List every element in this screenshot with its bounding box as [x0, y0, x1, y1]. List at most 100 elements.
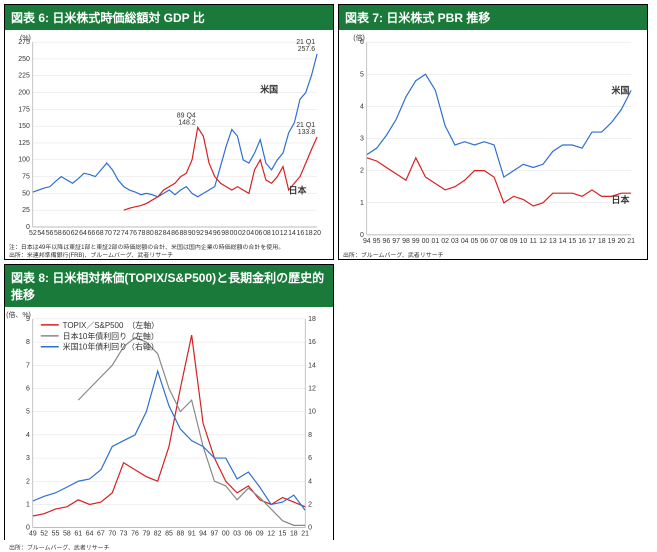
svg-text:19: 19: [608, 238, 616, 245]
svg-text:08: 08: [500, 238, 508, 245]
svg-text:4: 4: [308, 478, 312, 485]
svg-text:52: 52: [40, 531, 48, 538]
svg-text:00: 00: [230, 230, 238, 237]
svg-text:250: 250: [18, 56, 30, 63]
svg-text:06: 06: [245, 531, 253, 538]
svg-text:58: 58: [54, 230, 62, 237]
svg-text:21 Q1: 21 Q1: [296, 122, 315, 129]
svg-text:98: 98: [221, 230, 229, 237]
chart-panel-7: 図表 7: 日米株式 PBR 推移 0123456949596979899000…: [338, 4, 648, 260]
svg-text:85: 85: [165, 531, 173, 538]
svg-text:150: 150: [18, 123, 30, 130]
svg-text:14: 14: [308, 362, 316, 369]
svg-text:5: 5: [26, 409, 30, 416]
svg-text:62: 62: [71, 230, 79, 237]
svg-text:06: 06: [480, 238, 488, 245]
svg-text:96: 96: [213, 230, 221, 237]
chart-panel-8: 図表 8: 日米相対株価(TOPIX/S&P500)と長期金利の歴史的推移 01…: [4, 264, 334, 540]
svg-text:3: 3: [360, 136, 364, 143]
svg-text:175: 175: [18, 106, 30, 113]
svg-text:1: 1: [26, 501, 30, 508]
svg-text:2: 2: [26, 478, 30, 485]
svg-text:出所：米連邦準備銀行(FRB)、ブルームバーグ、武者リサーチ: 出所：米連邦準備銀行(FRB)、ブルームバーグ、武者リサーチ: [9, 251, 173, 259]
svg-text:米国: 米国: [260, 84, 278, 95]
svg-text:70: 70: [108, 531, 116, 538]
svg-text:72: 72: [113, 230, 121, 237]
svg-text:52: 52: [29, 230, 37, 237]
svg-text:94: 94: [205, 230, 213, 237]
svg-text:00: 00: [222, 531, 230, 538]
svg-text:76: 76: [131, 531, 139, 538]
svg-text:04: 04: [246, 230, 254, 237]
svg-text:3: 3: [26, 455, 30, 462]
svg-text:10: 10: [308, 409, 316, 416]
svg-text:02: 02: [441, 238, 449, 245]
svg-text:8: 8: [308, 432, 312, 439]
svg-text:74: 74: [121, 230, 129, 237]
svg-text:日本: 日本: [289, 184, 307, 195]
svg-text:96: 96: [383, 238, 391, 245]
svg-text:01: 01: [431, 238, 439, 245]
svg-text:70: 70: [104, 230, 112, 237]
svg-text:97: 97: [211, 531, 219, 538]
svg-text:64: 64: [79, 230, 87, 237]
svg-text:12: 12: [539, 238, 547, 245]
chart-6-plot: 0255075100125150175200225250275525456586…: [5, 30, 333, 259]
svg-text:02: 02: [238, 230, 246, 237]
chart-6-title: 図表 6: 日米株式時価総額対 GDP 比: [5, 5, 333, 30]
svg-text:257.6: 257.6: [298, 46, 316, 53]
svg-text:84: 84: [163, 230, 171, 237]
svg-text:25: 25: [22, 207, 30, 214]
svg-text:125: 125: [18, 140, 30, 147]
svg-text:76: 76: [129, 230, 137, 237]
svg-text:04: 04: [461, 238, 469, 245]
svg-text:55: 55: [52, 531, 60, 538]
svg-text:日本10年債利回り（左軸）: 日本10年債利回り（左軸）: [63, 331, 159, 341]
svg-text:06: 06: [255, 230, 263, 237]
svg-text:4: 4: [360, 103, 364, 110]
svg-text:21: 21: [301, 531, 309, 538]
svg-text:95: 95: [373, 238, 381, 245]
svg-text:75: 75: [22, 174, 30, 181]
svg-text:89 Q4: 89 Q4: [177, 112, 196, 119]
svg-text:米国: 米国: [612, 85, 630, 96]
svg-text:14: 14: [559, 238, 567, 245]
svg-text:58: 58: [63, 531, 71, 538]
svg-text:注：日本は49年以降は東証1部と東証2部の時価総額の合計、米: 注：日本は49年以降は東証1部と東証2部の時価総額の合計、米国は国内企業の時価総…: [9, 243, 284, 251]
svg-text:54: 54: [37, 230, 45, 237]
svg-text:21 Q1: 21 Q1: [296, 39, 315, 46]
svg-text:90: 90: [188, 230, 196, 237]
svg-text:21: 21: [627, 238, 635, 245]
svg-text:88: 88: [176, 531, 184, 538]
svg-text:92: 92: [196, 230, 204, 237]
svg-text:56: 56: [46, 230, 54, 237]
svg-text:13: 13: [549, 238, 557, 245]
svg-text:20: 20: [617, 238, 625, 245]
svg-text:17: 17: [588, 238, 596, 245]
svg-text:米国10年債利回り（右軸）: 米国10年債利回り（右軸）: [63, 342, 159, 352]
svg-text:15: 15: [569, 238, 577, 245]
svg-text:99: 99: [412, 238, 420, 245]
svg-text:07: 07: [490, 238, 498, 245]
svg-text:(倍): (倍): [353, 33, 365, 42]
svg-text:86: 86: [171, 230, 179, 237]
svg-text:91: 91: [188, 531, 196, 538]
svg-text:78: 78: [138, 230, 146, 237]
svg-text:出所：ブルームバーグ、武者リサーチ: 出所：ブルームバーグ、武者リサーチ: [343, 251, 444, 259]
svg-text:8: 8: [26, 339, 30, 346]
chart-8-title: 図表 8: 日米相対株価(TOPIX/S&P500)と長期金利の歴史的推移: [5, 265, 333, 307]
svg-text:16: 16: [578, 238, 586, 245]
svg-text:16: 16: [308, 339, 316, 346]
svg-text:5: 5: [360, 71, 364, 78]
svg-text:50: 50: [22, 190, 30, 197]
svg-text:12: 12: [280, 230, 288, 237]
svg-text:15: 15: [279, 531, 287, 538]
svg-text:16: 16: [297, 230, 305, 237]
svg-text:10: 10: [271, 230, 279, 237]
svg-text:60: 60: [62, 230, 70, 237]
svg-text:10: 10: [520, 238, 528, 245]
svg-text:94: 94: [363, 238, 371, 245]
svg-text:2: 2: [360, 168, 364, 175]
svg-text:6: 6: [308, 455, 312, 462]
svg-text:49: 49: [29, 531, 37, 538]
